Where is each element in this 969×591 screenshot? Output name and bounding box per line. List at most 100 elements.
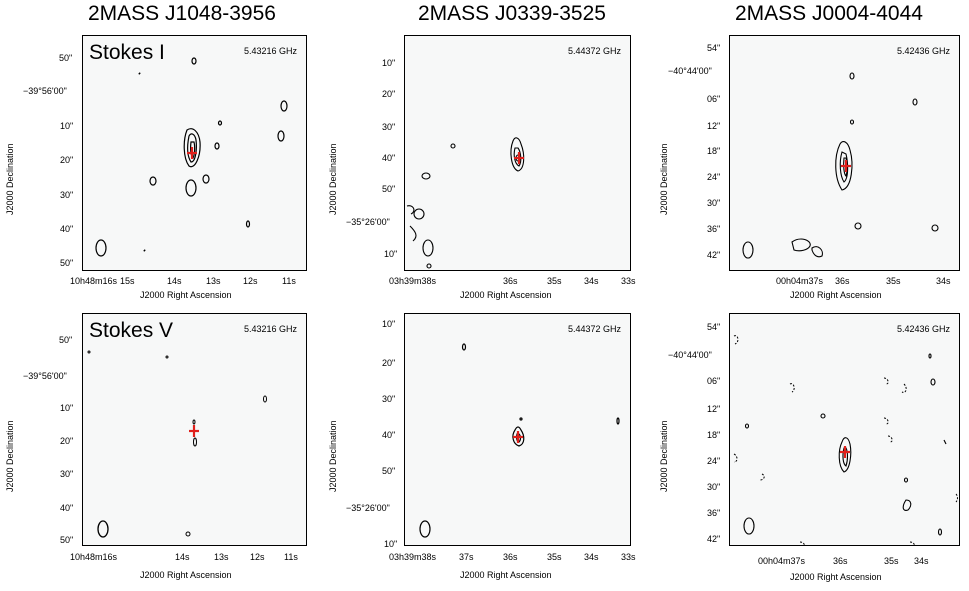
stokes-v-label: Stokes V [89,319,174,342]
dec-tick: 10" [60,121,74,131]
dec-tick: 40" [60,503,74,513]
dec-tick: 12" [707,121,721,131]
ra-tick: 12s [243,276,258,286]
dec-tick: −39°56'00" [23,371,67,381]
source-marker [513,431,523,443]
dec-tick: 20" [382,89,396,99]
ra-tick: 11s [282,276,296,286]
ra-tick: 13s [206,276,221,286]
ra-tick: 35s [886,276,901,286]
ra-tick: 36s [835,276,850,286]
ra-tick: 34s [584,276,599,286]
ra-tick: 35s [884,556,899,566]
frequency-label: 5.43216 GHz [243,324,297,334]
contour-map [95,57,288,257]
dec-tick: 18" [707,146,721,156]
source-marker [514,152,524,164]
frequency-label: 5.42436 GHz [896,46,950,56]
y-axis-label: J2000 Declination [328,143,338,215]
y-axis-label: J2000 Declination [659,420,669,492]
panel-j0004-stokes-i: 5.42436 GHz [729,35,960,271]
y-axis-label: J2000 Declination [328,420,338,492]
dec-tick: −40°44'00" [668,66,712,76]
source-marker [187,147,197,159]
dec-tick: 50" [60,258,74,268]
dec-tick: 50" [382,184,396,194]
dec-tick: 24" [707,172,721,182]
dec-tick: 50" [59,335,73,345]
dec-tick: 40" [382,153,396,163]
ra-tick: 37s [459,552,474,562]
column-title-3: 2MASS J0004-4044 [735,2,923,25]
x-axis-label: J2000 Right Ascension [460,570,552,580]
ra-tick: 36s [833,556,848,566]
ra-tick: 10h48m16s [70,276,118,286]
panel-j1048-stokes-i: Stokes I 5.43216 GHz [82,35,307,271]
source-marker [840,446,850,458]
dec-tick: 30" [60,190,74,200]
source-marker [189,425,199,437]
dec-tick: 10" [60,403,74,413]
ra-tick: 12s [250,552,265,562]
ra-tick: 34s [914,556,929,566]
ra-tick: 14s [175,552,190,562]
frequency-label: 5.43216 GHz [243,46,297,56]
column-title-2: 2MASS J0339-3525 [418,2,606,25]
dec-tick: 06" [707,376,721,386]
dec-tick: 42" [707,250,721,260]
dec-tick: 20" [60,155,74,165]
dec-tick: 36" [707,224,721,234]
dec-tick: 54" [707,322,721,332]
frequency-label: 5.44372 GHz [567,46,621,56]
panel-j0339-stokes-v: 5.44372 GHz [404,313,631,546]
x-axis-label: J2000 Right Ascension [790,572,882,582]
dec-tick: 30" [707,198,721,208]
column-title-1: 2MASS J1048-3956 [88,2,276,25]
ra-tick: 34s [936,276,951,286]
ra-tick: 15s [120,276,135,286]
contour-map [742,72,939,259]
contour-map [87,350,267,538]
dec-tick: −35°26'00" [346,503,390,513]
dec-tick: 20" [382,358,396,368]
ra-tick: 00h04m37s [758,556,806,566]
panel-j0339-stokes-i: 5.44372 GHz [404,35,631,271]
dec-tick: 06" [707,94,721,104]
contour-map [733,335,958,545]
dec-tick: 10" [382,58,396,68]
ra-tick: 36s [503,552,518,562]
dec-tick: 30" [382,122,396,132]
dec-tick: 40" [60,224,74,234]
x-axis-label: J2000 Right Ascension [460,290,552,300]
dec-tick: 10" [382,319,396,329]
contour-map [419,343,620,538]
dec-tick: 36" [707,508,721,518]
ra-tick: 35s [547,552,562,562]
dec-tick: 10" [384,539,398,549]
dec-tick: −40°44'00" [668,350,712,360]
dec-tick: 10" [384,249,398,259]
dec-tick: 54" [707,43,721,53]
dec-tick: 12" [707,404,721,414]
x-axis-label: J2000 Right Ascension [140,290,232,300]
ra-tick: 13s [214,552,229,562]
stokes-i-label: Stokes I [89,41,165,64]
panel-j1048-stokes-v: Stokes V 5.43216 GHz [82,313,307,546]
ra-tick: 03h39m38s [389,276,437,286]
dec-tick: 30" [382,394,396,404]
ra-tick: 00h04m37s [776,276,824,286]
ra-tick: 03h39m38s [389,552,437,562]
x-axis-label: J2000 Right Ascension [140,570,232,580]
frequency-label: 5.42436 GHz [896,324,950,334]
dec-tick: 30" [60,469,74,479]
dec-tick: 18" [707,430,721,440]
ra-tick: 34s [584,552,599,562]
dec-tick: 40" [382,430,396,440]
dec-tick: 42" [707,534,721,544]
ra-tick: 33s [621,276,636,286]
dec-tick: 50" [59,53,73,63]
ra-tick: 11s [284,552,298,562]
dec-tick: 20" [60,436,74,446]
dec-tick: −39°56'00" [23,86,67,96]
contour-map [406,137,525,269]
